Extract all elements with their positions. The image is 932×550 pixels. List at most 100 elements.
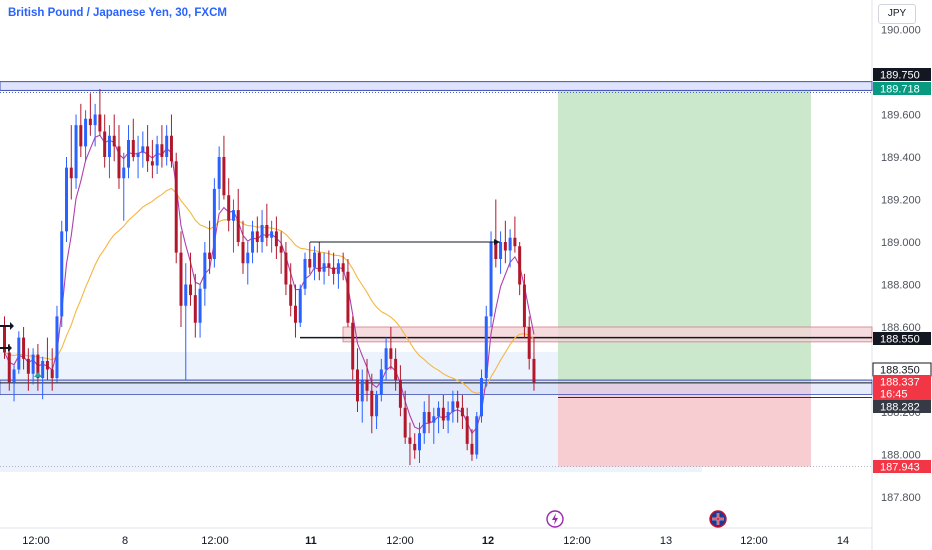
time-axis[interactable]: 12:00 8 12:00 11 12:00 12 12:00 13 12:00 14 — [22, 535, 849, 547]
candle-body — [169, 135, 173, 162]
candle-body — [422, 412, 426, 434]
candle-body — [69, 167, 73, 179]
price-label-text: 188.337 — [880, 377, 920, 389]
candle-body — [394, 358, 398, 381]
candle-body — [451, 401, 455, 412]
candle-body — [355, 369, 359, 402]
candle-body — [84, 118, 88, 147]
loss-zone — [558, 382, 811, 467]
candle-body — [236, 210, 240, 242]
candle-body — [484, 316, 488, 378]
candle-body — [174, 161, 178, 253]
candle-body — [527, 327, 531, 359]
candle-body — [241, 242, 245, 264]
chart-title: British Pound / Japanese Yen, 30, FXCM — [8, 7, 227, 19]
time-tick-label: 12:00 — [22, 535, 50, 547]
candle-body — [136, 152, 140, 157]
candle-body — [298, 288, 302, 323]
candle-body — [117, 146, 121, 179]
candle-body — [313, 252, 317, 268]
price-axis[interactable]: 187.800188.000188.200188.400188.600188.8… — [881, 25, 921, 505]
supply-zone-band — [342, 326, 873, 343]
candle-body — [274, 231, 278, 247]
ema-fast-line — [4, 134, 535, 435]
candle-body — [36, 354, 40, 378]
candle-body — [303, 259, 307, 289]
candle-body — [12, 369, 16, 383]
candle-body — [88, 118, 92, 126]
price-tick-label: 188.800 — [881, 280, 921, 292]
candle-body — [475, 416, 479, 455]
candle-body — [22, 337, 26, 359]
candle-body — [165, 135, 169, 157]
candle-body — [93, 114, 97, 126]
candle-body — [251, 231, 255, 253]
price-label-text: 188.350 — [880, 365, 920, 377]
candle-body — [265, 225, 269, 238]
candle-body — [193, 295, 197, 323]
candle-body — [141, 146, 145, 153]
candle-body — [112, 135, 116, 147]
time-tick-label: 11 — [305, 535, 317, 547]
candle-body — [45, 361, 49, 370]
candle-body — [255, 231, 259, 242]
demand-zone-band — [0, 379, 873, 395]
candle-body — [41, 361, 45, 378]
price-tick-label: 189.000 — [881, 237, 921, 249]
candle-body — [437, 407, 441, 417]
candle-body — [427, 412, 431, 423]
candle-body — [231, 210, 235, 221]
small-arrow — [0, 322, 14, 330]
candle-body — [460, 407, 464, 417]
candle-body — [227, 195, 231, 221]
time-tick-label: 12:00 — [563, 535, 591, 547]
candle-body — [208, 252, 212, 259]
candle-body — [403, 407, 407, 438]
candle-body — [289, 284, 293, 306]
lightning-glyph — [552, 513, 558, 525]
time-tick-label: 12 — [482, 535, 494, 547]
candle-body — [79, 125, 83, 147]
price-label-bg — [873, 82, 931, 95]
currency-button[interactable]: JPY — [878, 4, 916, 24]
candle-body — [131, 140, 135, 157]
candle-body — [441, 407, 445, 421]
time-tick-label: 12:00 — [740, 535, 768, 547]
candle-body — [293, 305, 297, 323]
candle-body — [446, 412, 450, 421]
event-markers[interactable] — [546, 510, 727, 528]
candle-body — [408, 437, 412, 444]
arrow-head — [494, 239, 500, 245]
candles — [3, 89, 536, 466]
candle-body — [184, 284, 188, 306]
candle-body — [31, 354, 35, 374]
candle-body — [260, 225, 264, 242]
time-tick-label: 12:00 — [386, 535, 414, 547]
candle-body — [3, 327, 6, 353]
candle-body — [17, 337, 21, 370]
time-tick-label: 14 — [837, 535, 849, 547]
candle-body — [7, 352, 11, 383]
ema-slow-line — [4, 187, 535, 394]
moving-averages — [4, 134, 535, 435]
candle-body — [503, 242, 507, 251]
candle-body — [470, 443, 474, 455]
price-tick-label: 190.000 — [881, 25, 921, 37]
candle-body — [308, 259, 312, 268]
candle-body — [417, 433, 421, 451]
candle-body — [375, 395, 379, 417]
candle-body — [60, 231, 64, 317]
candle-body — [336, 263, 340, 274]
candle-body — [146, 146, 150, 162]
candle-body — [155, 144, 159, 166]
small-arrow — [0, 344, 12, 352]
time-tick-label: 12:00 — [201, 535, 229, 547]
candle-body — [456, 401, 460, 408]
price-label-text: 189.718 — [880, 84, 920, 96]
price-label-bg — [873, 375, 931, 388]
candle-body — [332, 267, 336, 274]
candle-body — [103, 131, 107, 157]
annotations — [0, 239, 500, 377]
price-label-text: 189.750 — [880, 70, 920, 82]
